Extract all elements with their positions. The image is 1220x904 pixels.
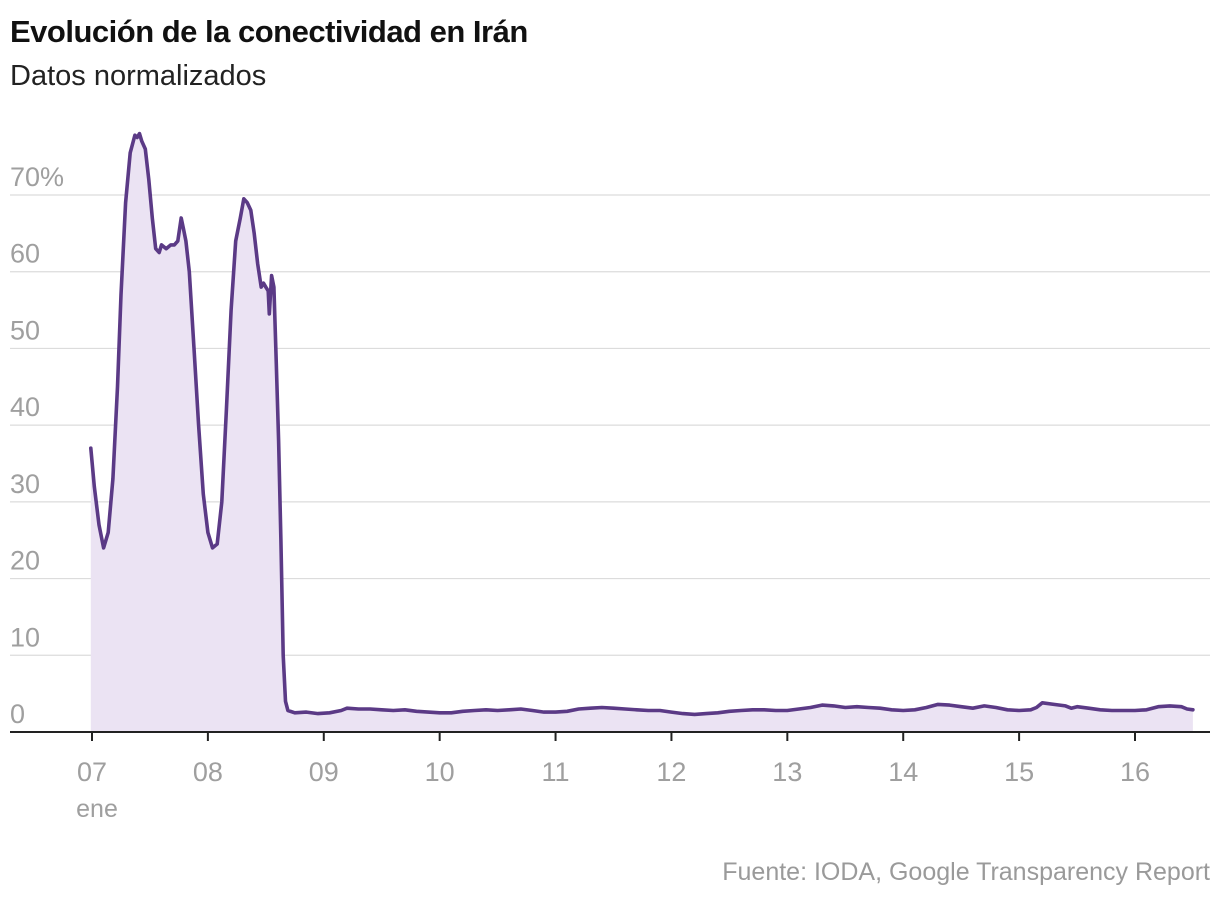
x-tick-label: 15	[1004, 757, 1034, 787]
x-tick-label: 11	[542, 757, 570, 787]
area-layer	[90, 133, 1193, 733]
x-tick-sublabel: ene	[76, 795, 118, 823]
x-tick-label: 16	[1120, 757, 1150, 787]
x-tick-label: 09	[309, 757, 339, 787]
y-tick-label: 60	[10, 239, 40, 269]
x-tick-label: 07	[77, 757, 107, 787]
y-tick-label: 40	[10, 392, 40, 422]
connectivity-line	[89, 131, 1195, 717]
y-tick-label: 0	[10, 699, 25, 729]
x-tick-label: 13	[772, 757, 802, 787]
x-tick-label: 10	[425, 757, 455, 787]
x-tick-label: 12	[656, 757, 686, 787]
y-tick-label: 20	[10, 546, 40, 576]
line-layer	[89, 131, 1195, 717]
x-tick-label: 08	[193, 757, 223, 787]
connectivity-area	[90, 133, 1193, 733]
x-tick-label: 14	[888, 757, 918, 787]
source-note: Fuente: IODA, Google Transparency Report	[722, 858, 1210, 886]
y-tick-label: 30	[10, 469, 40, 499]
x-axis-ticks: 07 ene 08 09 10 11 12 13 14 15 16	[76, 757, 1150, 823]
y-tick-label: 70%	[10, 162, 64, 192]
chart-title: Evolución de la conectividad en Irán	[10, 14, 528, 49]
y-tick-label: 50	[10, 315, 40, 345]
x-axis	[10, 731, 1210, 741]
y-axis-ticks: 0 10 20 30 40 50 60 70%	[10, 162, 64, 729]
chart-subtitle: Datos normalizados	[10, 60, 267, 92]
y-tick-label: 10	[10, 622, 40, 652]
